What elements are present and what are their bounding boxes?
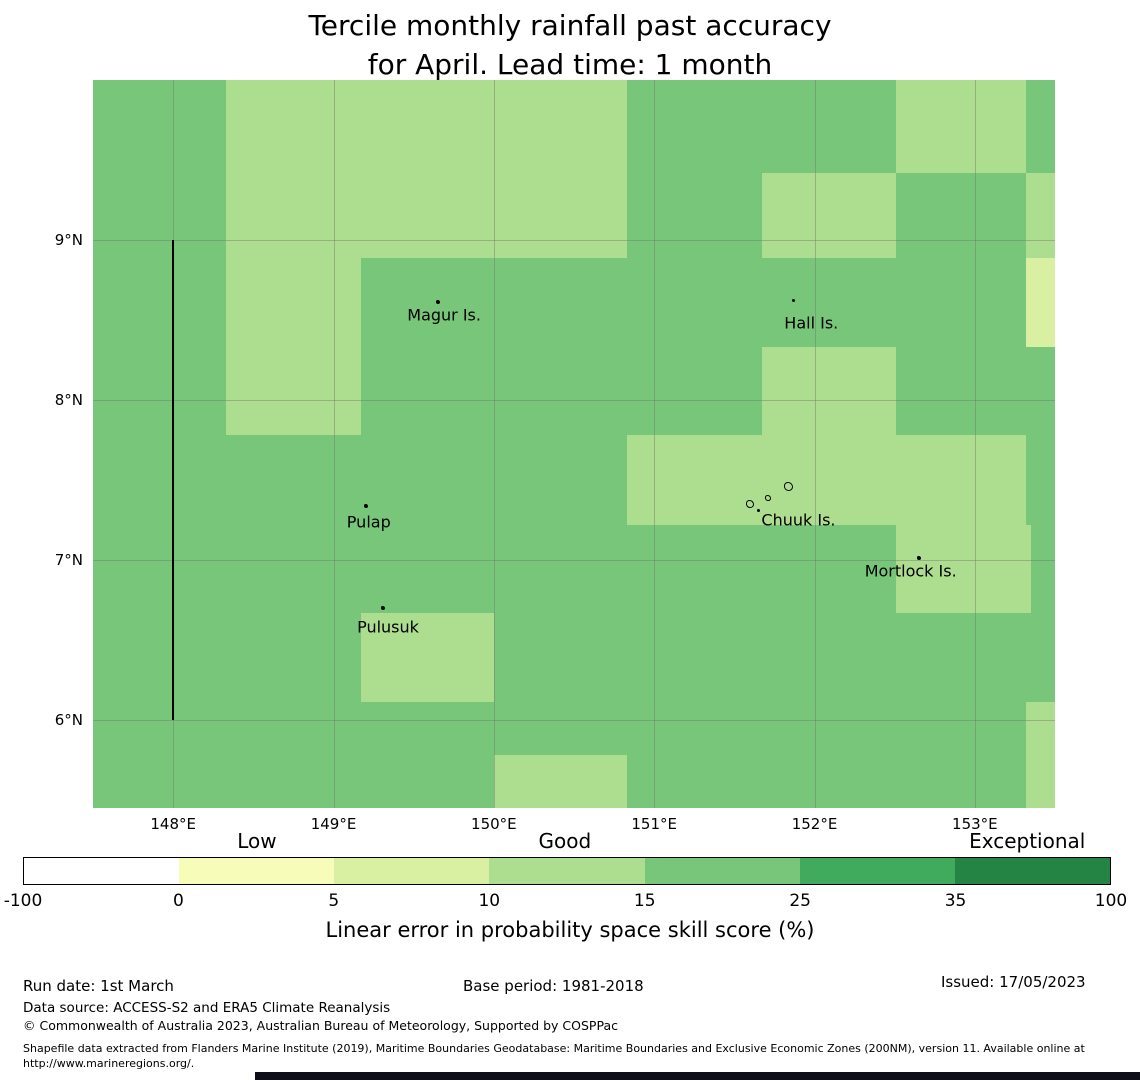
island-label: Chuuk Is.: [761, 511, 835, 530]
island-label: Magur Is.: [407, 306, 481, 325]
colorbar-segment: [955, 858, 1110, 884]
colorbar-tick-label: 100: [1095, 891, 1127, 911]
island-marker: [364, 504, 368, 508]
eez-boundary-line: [172, 240, 174, 720]
gridline-vertical: [815, 80, 816, 808]
map-cell: [1026, 173, 1055, 258]
map-cell: [896, 80, 1026, 173]
map-plot: Magur Is. Hall Is. Pulap Chuuk Is. Mortlock …: [93, 80, 1055, 808]
island-marker: [381, 606, 385, 610]
chart-title-line1: Tercile monthly rainfall past accuracy: [0, 6, 1140, 45]
data-source-text: Data source: ACCESS-S2 and ERA5 Climate …: [23, 1000, 390, 1016]
x-tick-label: 151°E: [631, 815, 677, 833]
island-marker: [784, 482, 793, 491]
colorbar-segment: [800, 858, 955, 884]
y-tick-label: 8°N: [55, 391, 83, 409]
shapefile-attribution-text: Shapefile data extracted from Flanders M…: [23, 1042, 1135, 1072]
gridline-horizontal: [93, 720, 1055, 721]
colorbar-tick-label: 15: [634, 891, 656, 911]
island-label: Pulusuk: [357, 618, 419, 637]
colorbar-tick-label: 35: [945, 891, 967, 911]
gridline-vertical: [975, 80, 976, 808]
x-tick-label: 148°E: [150, 815, 196, 833]
island-label: Pulap: [347, 512, 391, 531]
gridline-horizontal: [93, 240, 1055, 241]
gridline-vertical: [334, 80, 335, 808]
island-marker: [436, 300, 440, 304]
map-cell: [1026, 258, 1055, 348]
island-marker: [765, 495, 771, 501]
colorbar-tick-label: 0: [173, 891, 184, 911]
gridline-vertical: [654, 80, 655, 808]
x-tick-label: 152°E: [792, 815, 838, 833]
island-marker: [792, 299, 795, 302]
copyright-text: © Commonwealth of Australia 2023, Austra…: [23, 1018, 618, 1033]
map-cell: [226, 80, 361, 435]
colorbar-tick-label: -100: [4, 891, 43, 911]
y-tick-label: 6°N: [55, 711, 83, 729]
island-label: Hall Is.: [784, 314, 838, 333]
map-cell: [494, 755, 627, 808]
map-cell: [762, 173, 897, 258]
map-cell: [1026, 702, 1055, 808]
island-label: Mortlock Is.: [865, 562, 957, 581]
y-tick-label: 7°N: [55, 551, 83, 569]
colorbar: [23, 857, 1111, 885]
colorbar-tick-label: 5: [328, 891, 339, 911]
colorbar-category-label: Low: [237, 829, 276, 853]
issued-text: Issued: 17/05/2023: [941, 973, 1086, 991]
figure: Tercile monthly rainfall past accuracy f…: [0, 0, 1140, 1080]
run-date-text: Run date: 1st March: [23, 977, 174, 995]
colorbar-category-label: Good: [538, 829, 591, 853]
colorbar-tick-label: 25: [789, 891, 811, 911]
chart-title: Tercile monthly rainfall past accuracy f…: [0, 6, 1140, 84]
bottom-bar: [255, 1072, 1140, 1080]
colorbar-category-label: Exceptional: [969, 829, 1085, 853]
colorbar-segment: [334, 858, 489, 884]
colorbar-tick-label: 10: [478, 891, 500, 911]
y-tick-label: 9°N: [55, 231, 83, 249]
colorbar-segment: [489, 858, 644, 884]
base-period-text: Base period: 1981-2018: [463, 977, 644, 995]
colorbar-segment: [24, 858, 179, 884]
chart-title-line2: for April. Lead time: 1 month: [0, 45, 1140, 84]
map-cell: [762, 347, 897, 435]
x-tick-label: 150°E: [471, 815, 517, 833]
x-tick-label: 149°E: [311, 815, 357, 833]
colorbar-segment: [179, 858, 334, 884]
colorbar-segment: [645, 858, 800, 884]
gridline-vertical: [494, 80, 495, 808]
gridline-horizontal: [93, 400, 1055, 401]
colorbar-axis-label: Linear error in probability space skill …: [0, 918, 1140, 942]
island-marker: [757, 509, 760, 512]
